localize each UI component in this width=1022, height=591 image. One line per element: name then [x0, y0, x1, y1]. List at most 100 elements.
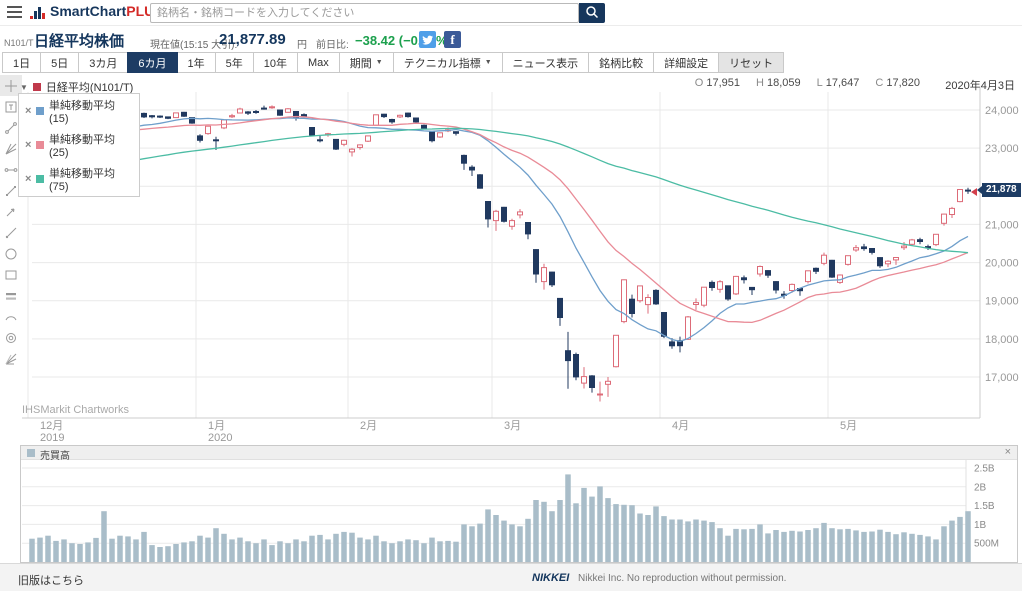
period-button-3[interactable]: 6カ月	[127, 52, 178, 73]
chevron-down-icon[interactable]: ▼	[20, 82, 28, 92]
volume-bars	[29, 474, 971, 562]
overlay-legend-row-0: × 単純移動平均 (15)	[19, 94, 139, 128]
arc-tool-icon	[5, 315, 17, 320]
page-footer: 旧版はこちら NIKKEI Nikkei Inc. No reproductio…	[0, 563, 1022, 591]
svg-text:24,000: 24,000	[985, 105, 1019, 117]
period-button-5[interactable]: 5年	[214, 52, 254, 73]
arrow-line-tool[interactable]	[0, 201, 22, 222]
crosshair-date: 2020年4月3日	[945, 80, 1015, 92]
volume-chart[interactable]: 2.5B 2B 1.5B 1B 500M	[22, 460, 1018, 563]
remove-overlay-icon[interactable]: ×	[25, 138, 32, 151]
volume-panel-header: 売買高 ×	[21, 446, 1017, 462]
action-button-0[interactable]: ニュース表示	[501, 52, 590, 73]
circle-target-tool[interactable]	[0, 327, 22, 348]
drawing-toolbar	[0, 75, 22, 369]
candlestick-series	[29, 105, 971, 402]
change-label: 前日比:	[316, 40, 349, 51]
high-value: 18,059	[766, 77, 801, 89]
action-button-1[interactable]: 銘柄比較	[588, 52, 655, 73]
volume-panel-title: 売買高	[40, 451, 70, 462]
ohlc-readout: O 17,951 H 18,059 L 17,647 C 17,820	[695, 77, 920, 89]
circle-target-tool-icon	[6, 332, 16, 343]
chart-watermark: IHSMarkit Chartworks	[22, 404, 129, 416]
text-annotation-tool[interactable]	[0, 96, 22, 117]
svg-text:19,000: 19,000	[985, 296, 1019, 308]
current-price-label: 現在値(15:15 大引):	[150, 40, 238, 51]
symbol-code: N101/T	[4, 38, 34, 48]
svg-text:2020: 2020	[208, 432, 232, 444]
remove-overlay-icon[interactable]: ×	[25, 104, 32, 117]
fibonacci-fan-tool[interactable]	[0, 348, 22, 369]
twitter-share-icon[interactable]	[419, 31, 436, 48]
chevron-down-icon: ▼	[375, 59, 383, 66]
action-button-2[interactable]: 詳細設定	[653, 52, 720, 73]
volume-color-swatch	[27, 449, 35, 457]
old-version-link[interactable]: 旧版はこちら	[18, 575, 84, 587]
quote-bar: N101/T 日経平均株価 現在値(15:15 大引): 21,877.89 円…	[0, 26, 1022, 52]
reset-button[interactable]: リセット	[718, 52, 785, 73]
arrow-line-tool-icon	[6, 208, 15, 216]
remove-overlay-icon[interactable]: ×	[25, 172, 32, 185]
parallel-channel-tool[interactable]	[0, 285, 22, 306]
last-price-tick-icon	[971, 188, 977, 196]
ellipse-tool[interactable]	[0, 243, 22, 264]
sma-25-line	[31, 115, 969, 324]
ray-line-tool-icon	[5, 227, 17, 238]
period-button-6[interactable]: 10年	[252, 52, 298, 73]
facebook-share-icon[interactable]: f	[444, 31, 461, 48]
main-series-legend[interactable]: ▼ 日経平均(N101/T)	[20, 79, 133, 95]
svg-text:1.5B: 1.5B	[974, 501, 995, 512]
overlay-color-swatch	[36, 175, 45, 183]
period-button-2[interactable]: 3カ月	[78, 52, 129, 73]
symbol-search-input[interactable]	[150, 3, 579, 23]
period-button-0[interactable]: 1日	[2, 52, 42, 73]
measure-tool[interactable]	[0, 159, 22, 180]
overlay-legend-row-1: × 単純移動平均 (25)	[19, 128, 139, 162]
svg-text:2019: 2019	[40, 432, 64, 444]
overlay-legend-row-2: × 単純移動平均 (75)	[19, 162, 139, 196]
bar-chart-logo-icon	[30, 6, 45, 19]
svg-text:23,000: 23,000	[985, 143, 1019, 155]
period-button-7[interactable]: Max	[297, 52, 340, 73]
sma-15-line	[31, 117, 969, 343]
svg-text:2月: 2月	[360, 420, 377, 432]
price-unit: 円	[297, 40, 307, 51]
svg-text:12月: 12月	[40, 420, 63, 432]
search-icon	[586, 5, 599, 18]
search-button[interactable]	[579, 3, 605, 23]
fan-line-tool[interactable]	[0, 138, 22, 159]
trendline-tool[interactable]	[0, 117, 22, 138]
volume-close-icon[interactable]: ×	[1004, 446, 1011, 458]
period-button-1[interactable]: 5日	[40, 52, 80, 73]
series-legend-label: 日経平均(N101/T)	[45, 82, 134, 94]
ray-line-tool[interactable]	[0, 222, 22, 243]
arc-tool[interactable]	[0, 306, 22, 327]
rectangle-tool[interactable]	[0, 264, 22, 285]
period-button-4[interactable]: 1年	[176, 52, 216, 73]
svg-text:21,000: 21,000	[985, 219, 1019, 231]
overlay-label: 単純移動平均 (25)	[49, 134, 116, 159]
segment-tool-icon	[6, 185, 16, 196]
hamburger-menu-icon[interactable]	[7, 6, 22, 19]
sma-75-line	[31, 127, 969, 254]
segment-tool[interactable]	[0, 180, 22, 201]
current-price: 21,877.89	[219, 31, 286, 48]
svg-text:18,000: 18,000	[985, 334, 1019, 346]
price-chart[interactable]: 24,00023,00022,00021,00020,00019,00018,0…	[22, 88, 1022, 444]
app-logo: SmartChartPLUS	[30, 3, 164, 21]
svg-text:3月: 3月	[504, 420, 521, 432]
dropdown-button-1[interactable]: テクニカル指標 ▼	[392, 52, 503, 73]
overlay-legend-box: × 単純移動平均 (15) × 単純移動平均 (25) × 単純移動平均 (75)	[18, 93, 140, 197]
low-value: 17,647	[825, 77, 860, 89]
app-header: SmartChartPLUS	[0, 0, 1022, 26]
series-color-swatch	[32, 83, 41, 91]
price-change: −38.42 (−0.18%)	[355, 33, 452, 48]
text-annotation-tool-icon	[5, 101, 17, 112]
overlay-label: 単純移動平均 (15)	[49, 100, 116, 125]
crosshair-tool[interactable]	[0, 75, 22, 96]
current-price-badge: 21,878	[977, 183, 1021, 197]
overlay-color-swatch	[36, 141, 45, 149]
dropdown-button-0[interactable]: 期間 ▼	[338, 52, 394, 73]
crosshair-tool-icon	[5, 79, 17, 92]
